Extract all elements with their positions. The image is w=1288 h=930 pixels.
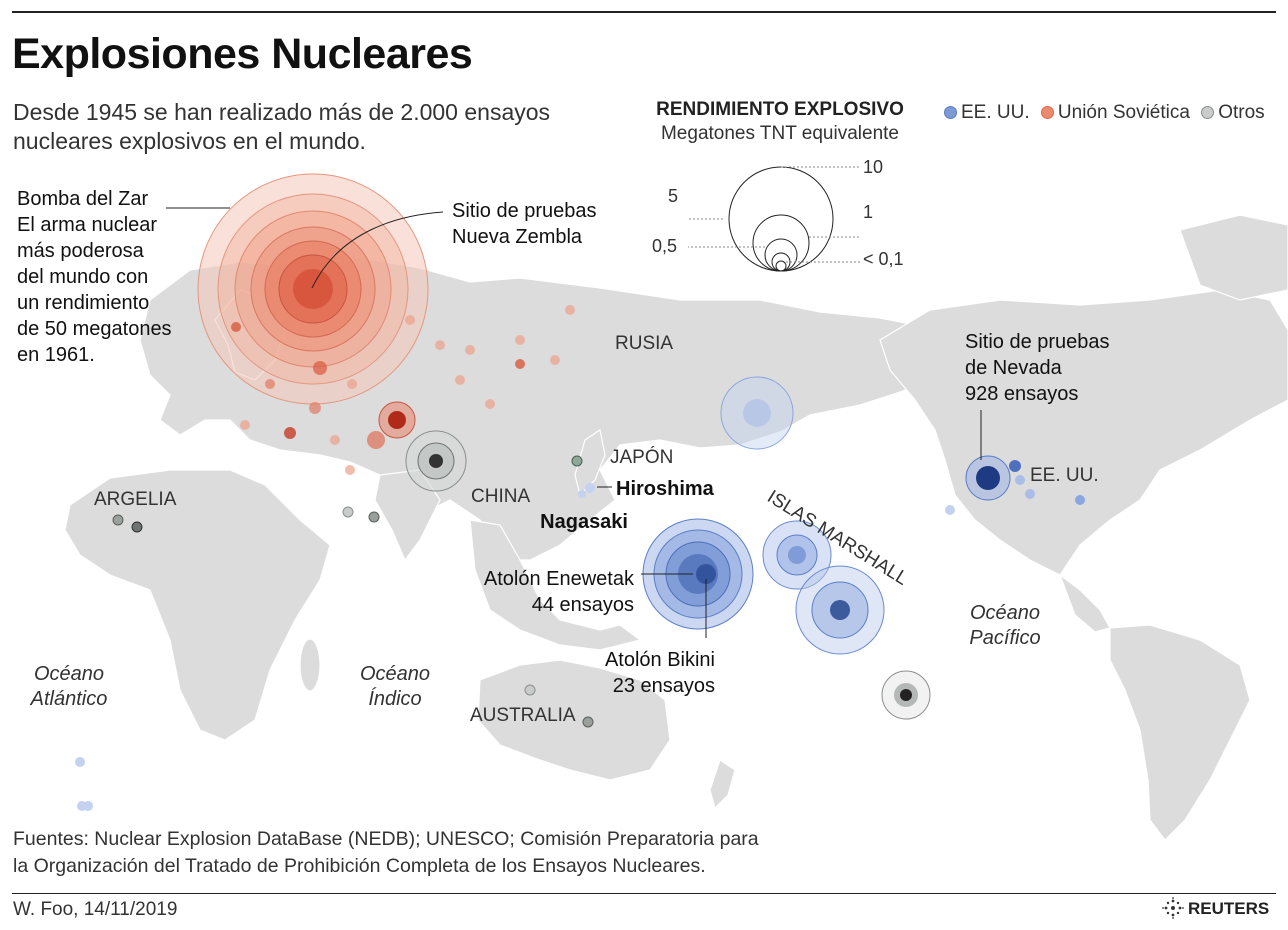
usa-tests <box>75 376 1085 811</box>
enewetak-line-1: Atolón Enewetak <box>484 568 635 590</box>
nevada-line-2: de Nevada <box>965 357 1063 379</box>
label-pacific-1: Océano <box>970 602 1040 624</box>
land-south-america <box>1109 624 1251 841</box>
legend-scale-10: 10 <box>863 157 883 177</box>
subtitle: Desde 1945 se han realizado más de 2.000… <box>13 99 551 154</box>
enewetak-line-2: 44 ensayos <box>532 594 634 616</box>
bottom-rule <box>12 893 1276 894</box>
label-australia: AUSTRALIA <box>470 705 576 726</box>
nevada-line-3: 928 ensayos <box>965 383 1078 405</box>
novaya-zemlya-line-1: Sitio de pruebas <box>452 200 597 222</box>
soviet-tests <box>197 173 575 475</box>
land-north-america <box>879 289 1288 576</box>
tsar-line-6: de 50 megatones <box>17 318 172 340</box>
tsar-line-1: Bomba del Zar <box>17 188 149 210</box>
legend-size-circles <box>688 166 860 272</box>
legend-label-soviet: Unión Soviética <box>1057 102 1190 123</box>
other-tests <box>112 430 931 728</box>
land-greenland <box>1179 214 1288 301</box>
legend-categories: EE. UU. Unión Soviética Otros <box>944 102 1271 124</box>
sources-line-1: Fuentes: Nuclear Explosion DataBase (NED… <box>13 828 759 850</box>
page-title: Explosiones Nucleares <box>12 30 473 78</box>
bikini-line-1: Atolón Bikini <box>605 649 715 671</box>
legend-subtitle: Megatones TNT equivalente <box>660 123 899 144</box>
label-indian-1: Océano <box>360 663 430 685</box>
novaya-zemlya-leader <box>311 211 444 289</box>
legend-item-usa: EE. UU. <box>944 102 1030 124</box>
nagasaki-label: Nagasaki <box>540 511 628 533</box>
label-pacific-2: Pacífico <box>969 627 1040 649</box>
legend-scale-lt-0-1: < 0,1 <box>863 249 904 269</box>
legend-dot-usa <box>944 106 957 119</box>
tsar-line-5: un rendimiento <box>17 292 149 314</box>
label-atlantic-1: Océano <box>34 663 104 685</box>
land-new-zealand <box>709 759 736 810</box>
land-madagascar <box>299 638 321 692</box>
legend-label-usa: EE. UU. <box>961 102 1030 123</box>
land-southeast-asia <box>469 519 642 651</box>
sources-line-2: la Organización del Tratado de Prohibici… <box>13 855 706 877</box>
reuters-wordmark: REUTERS <box>1188 899 1270 918</box>
land-africa <box>64 469 331 741</box>
land-central-america <box>1058 573 1111 633</box>
tsar-line-7: en 1961. <box>17 344 95 366</box>
label-usa: EE. UU. <box>1030 465 1099 486</box>
sources: Fuentes: Nuclear Explosion DataBase (NED… <box>13 826 913 880</box>
hiroshima-label: Hiroshima <box>616 478 715 500</box>
credit: W. Foo, 14/11/2019 <box>13 899 178 920</box>
land-japan <box>574 429 606 497</box>
reuters-mark-icon <box>1162 897 1184 919</box>
legend-dot-soviet <box>1040 106 1054 119</box>
novaya-zemlya-line-2: Nueva Zembla <box>452 226 583 248</box>
legend-dot-other <box>1201 106 1215 119</box>
label-japan: JAPÓN <box>610 446 673 468</box>
label-indian-2: Índico <box>368 687 421 710</box>
tsar-line-4: del mundo con <box>17 266 148 288</box>
bikini-line-2: 23 ensayos <box>613 675 715 697</box>
legend-item-soviet: Unión Soviética <box>1040 102 1190 124</box>
reuters-logo: REUTERS <box>1162 897 1269 919</box>
label-algeria: ARGELIA <box>94 489 177 510</box>
label-atlantic-2: Atlántico <box>30 688 108 710</box>
legend-title: RENDIMIENTO EXPLOSIVO <box>656 99 904 120</box>
legend-scale-0-5: 0,5 <box>652 236 677 256</box>
legend-scale-1: 1 <box>863 202 873 222</box>
tsar-line-3: más poderosa <box>17 240 145 262</box>
nevada-line-1: Sitio de pruebas <box>965 331 1110 353</box>
top-rule <box>12 11 1276 13</box>
label-russia: RUSIA <box>615 333 673 354</box>
tsar-line-2: El arma nuclear <box>17 214 157 236</box>
legend-item-other: Otros <box>1201 102 1265 124</box>
legend-label-other: Otros <box>1218 102 1265 123</box>
legend-scale-5: 5 <box>668 186 678 206</box>
label-china: CHINA <box>471 486 530 507</box>
